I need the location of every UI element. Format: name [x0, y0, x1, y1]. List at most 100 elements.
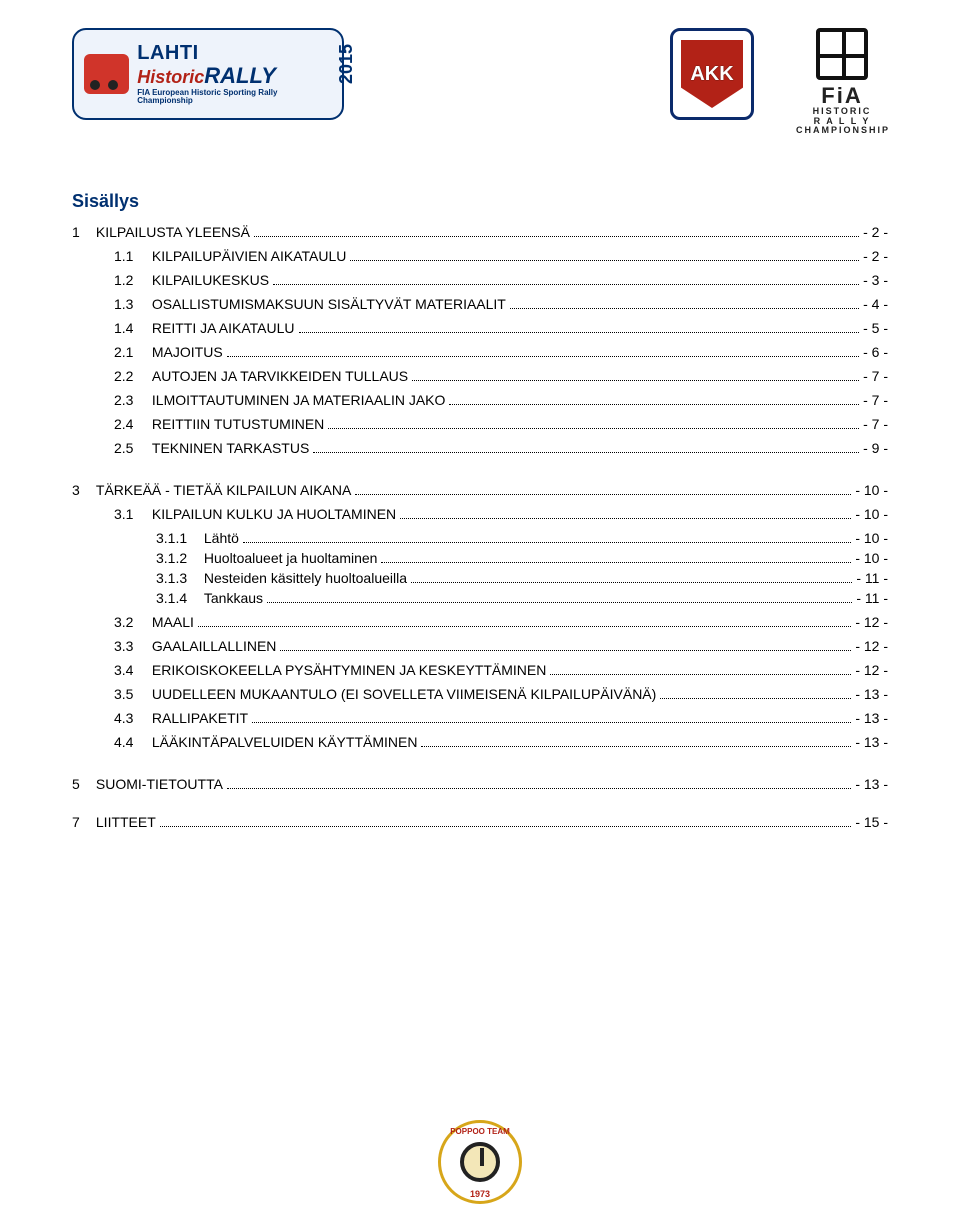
lahti-logo-subtitle: FIA European Historic Sporting Rally Cha… — [137, 89, 332, 106]
toc-entry-label: RALLIPAKETIT — [148, 710, 248, 726]
toc-entry-number: 3.4 — [114, 662, 148, 678]
toc-leader-dots — [243, 542, 851, 543]
akk-logo-text: AKK — [690, 63, 733, 86]
toc-leader-dots — [412, 380, 859, 381]
toc-entry-number: 3 — [72, 482, 92, 498]
toc-row: 7 LIITTEET - 15 - — [72, 814, 888, 830]
toc-entry-page: - 11 - — [856, 570, 888, 586]
toc-row: 3 TÄRKEÄÄ - TIETÄÄ KILPAILUN AIKANA- 10 … — [72, 482, 888, 498]
toc-leader-dots — [160, 826, 852, 827]
toc-entry-page: - 15 - — [855, 814, 888, 830]
toc-entry-label: AUTOJEN JA TARVIKKEIDEN TULLAUS — [148, 368, 408, 384]
toc-entry-number: 5 — [72, 776, 92, 792]
toc-row: 2.5 TEKNINEN TARKASTUS- 9 - — [72, 440, 888, 456]
toc-row: 1.3 OSALLISTUMISMAKSUUN SISÄLTYVÄT MATER… — [72, 296, 888, 312]
toc-entry-label: LIITTEET — [92, 814, 156, 830]
toc-entry-number: 3.1 — [114, 506, 148, 522]
lahti-rally-logo: LAHTI HistoricRALLY FIA European Histori… — [72, 28, 344, 120]
footer-logo-ring-icon: POPPOO TEAM 1973 — [438, 1120, 522, 1204]
lahti-logo-year: 2015 — [336, 44, 357, 84]
toc-row: 1.1 KILPAILUPÄIVIEN AIKATAULU- 2 - — [72, 248, 888, 264]
toc-entry-page: - 7 - — [863, 416, 888, 432]
toc-entry-page: - 11 - — [856, 590, 888, 606]
toc-leader-dots — [550, 674, 851, 675]
toc-row: 2.2 AUTOJEN JA TARVIKKEIDEN TULLAUS- 7 - — [72, 368, 888, 384]
toc-entry-label: Huoltoalueet ja huoltaminen — [200, 550, 377, 566]
toc-entry-number: 3.5 — [114, 686, 148, 702]
toc-entry-label: MAJOITUS — [148, 344, 223, 360]
toc-leader-dots — [328, 428, 859, 429]
toc-leader-dots — [227, 788, 851, 789]
toc-entry-page: - 13 - — [855, 776, 888, 792]
toc-entry-label: TEKNINEN TARKASTUS — [148, 440, 309, 456]
toc-entry-number: 2.5 — [114, 440, 148, 456]
toc-row: 3.1.1 Lähtö- 10 - — [72, 530, 888, 546]
toc-leader-dots — [400, 518, 851, 519]
right-logo-group: AKK FiA HISTORIC R A L L Y CHAMPIONSHIP — [670, 28, 888, 135]
akk-shield-icon: AKK — [681, 40, 743, 108]
fia-logo: FiA HISTORIC R A L L Y CHAMPIONSHIP — [796, 28, 888, 135]
toc-row: 3.2 MAALI- 12 - — [72, 614, 888, 630]
footer-logo-top-text: POPPOO TEAM — [441, 1127, 519, 1136]
toc-entry-page: - 6 - — [863, 344, 888, 360]
toc-entry-page: - 7 - — [863, 368, 888, 384]
toc-entry-page: - 12 - — [855, 614, 888, 630]
toc-leader-dots — [350, 260, 859, 261]
toc-entry-label: LÄÄKINTÄPALVELUIDEN KÄYTTÄMINEN — [148, 734, 417, 750]
lahti-logo-text: LAHTI HistoricRALLY FIA European Histori… — [137, 43, 332, 106]
rally-car-icon — [84, 54, 129, 94]
toc-leader-dots — [421, 746, 851, 747]
toc-entry-number: 2.1 — [114, 344, 148, 360]
header-logos: LAHTI HistoricRALLY FIA European Histori… — [72, 28, 888, 135]
toc-entry-page: - 13 - — [855, 710, 888, 726]
toc-row: 3.1.2 Huoltoalueet ja huoltaminen - 10 - — [72, 550, 888, 566]
toc-leader-dots — [449, 404, 859, 405]
toc-entry-label: OSALLISTUMISMAKSUUN SISÄLTYVÄT MATERIAAL… — [148, 296, 506, 312]
toc-leader-dots — [299, 332, 860, 333]
toc-entry-label: REITTIIN TUTUSTUMINEN — [148, 416, 324, 432]
toc-row: 1 KILPAILUSTA YLEENSÄ- 2 - — [72, 224, 888, 240]
toc-title: Sisällys — [72, 191, 888, 212]
toc-entry-number: 1.2 — [114, 272, 148, 288]
toc-entry-page: - 10 - — [855, 530, 888, 546]
toc-entry-page: - 4 - — [863, 296, 888, 312]
toc-entry-label: TÄRKEÄÄ - TIETÄÄ KILPAILUN AIKANA — [92, 482, 351, 498]
toc-entry-number: 7 — [72, 814, 92, 830]
akk-logo: AKK — [670, 28, 754, 120]
toc-leader-dots — [411, 582, 852, 583]
toc-row: 3.3 GAALAILLALLINEN- 12 - — [72, 638, 888, 654]
toc-entry-number: 3.1.1 — [156, 530, 200, 546]
toc-row: 5 SUOMI-TIETOUTTA- 13 - — [72, 776, 888, 792]
toc-row: 3.1.3 Nesteiden käsittely huoltoalueilla… — [72, 570, 888, 586]
toc-entry-number: 1 — [72, 224, 92, 240]
toc-entry-page: - 10 - — [855, 506, 888, 522]
toc-entry-number: 4.4 — [114, 734, 148, 750]
toc-row: 3.1.4 Tankkaus - 11 - — [72, 590, 888, 606]
toc-entry-number: 2.4 — [114, 416, 148, 432]
toc-leader-dots — [313, 452, 859, 453]
toc-entry-label: ILMOITTAUTUMINEN JA MATERIAALIN JAKO — [148, 392, 445, 408]
toc-entry-number: 3.2 — [114, 614, 148, 630]
toc-row: 1.2 KILPAILUKESKUS- 3 - — [72, 272, 888, 288]
toc-row: 2.1 MAJOITUS - 6 - — [72, 344, 888, 360]
toc-entry-number: 3.1.2 — [156, 550, 200, 566]
toc-entry-page: - 7 - — [863, 392, 888, 408]
toc-entry-page: - 10 - — [855, 550, 888, 566]
lahti-logo-line2: HistoricRALLY — [137, 64, 332, 87]
toc-entry-page: - 12 - — [855, 638, 888, 654]
toc-entry-page: - 5 - — [863, 320, 888, 336]
toc-entry-number: 2.3 — [114, 392, 148, 408]
toc-entry-label: Tankkaus — [200, 590, 263, 606]
footer-logo-year: 1973 — [470, 1189, 490, 1199]
toc-entry-page: - 13 - — [855, 686, 888, 702]
toc-leader-dots — [252, 722, 851, 723]
toc-entry-page: - 2 - — [863, 224, 888, 240]
steering-wheel-icon — [460, 1142, 500, 1182]
toc-entry-number: 3.1.4 — [156, 590, 200, 606]
toc-leader-dots — [660, 698, 851, 699]
toc-leader-dots — [227, 356, 859, 357]
toc-entry-number: 3.1.3 — [156, 570, 200, 586]
toc-entry-page: - 3 - — [863, 272, 888, 288]
fia-logo-line3: CHAMPIONSHIP — [796, 126, 888, 135]
toc-leader-dots — [198, 626, 851, 627]
